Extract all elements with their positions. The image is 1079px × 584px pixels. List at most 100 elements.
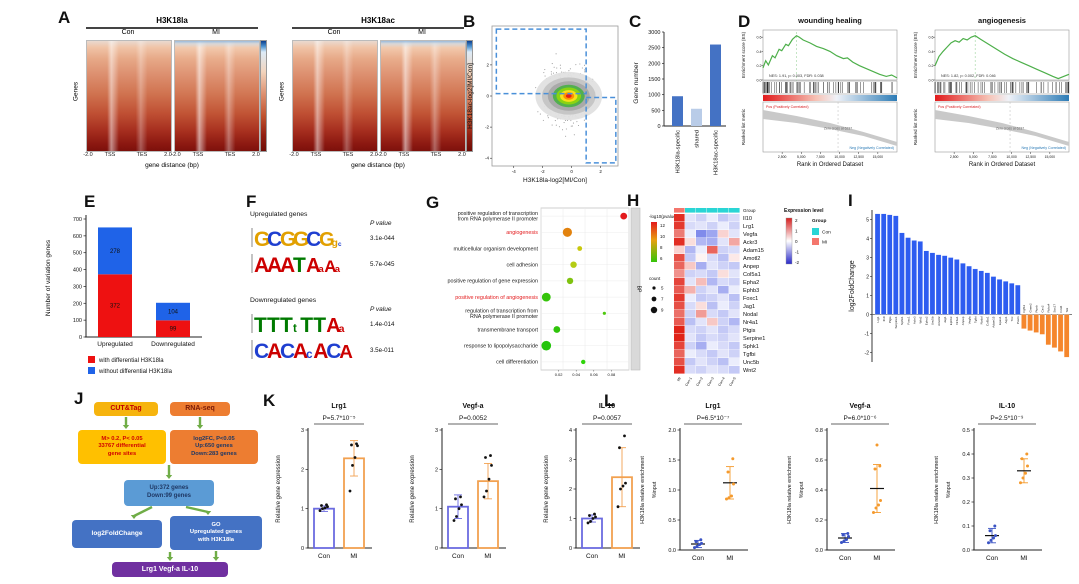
svg-text:NES: 1.91, p: 0.003, FDR: 0.03: NES: 1.91, p: 0.003, FDR: 0.038 [769,74,824,78]
svg-text:MI: MI [1020,555,1027,562]
panel-label-i: I [848,191,853,210]
svg-text:2000: 2000 [648,61,660,67]
svg-text:Ephb3: Ephb3 [949,316,953,325]
panel-j-flowchart: CUT&Tag RNA-seq M> 0.2, P< 0.05 33767 diffe… [58,396,268,580]
panel-a-chip-heatmaps: H3K18la Con -2.0 TSS TES 2.0 MI -2.0 TSS TES 2.0 Ge… [70,16,480,188]
panel-l-enrichment-dots: Lrg1 P=6.5*10⁻⁷ 0.0 0.5 1.0 1.5 2.0 Con MI H3K18l… [634,396,1076,582]
svg-text:H3K18la-log2[MI/Con]: H3K18la-log2[MI/Con] [523,177,587,184]
svg-text:Sox17: Sox17 [1053,304,1057,313]
svg-text:C: C [280,340,295,363]
svg-text:0.2: 0.2 [929,64,934,68]
svg-text:a: a [335,264,341,275]
svg-text:0.6: 0.6 [929,36,934,40]
svg-text:A: A [313,340,328,363]
svg-text:IL-10: IL-10 [599,403,615,410]
svg-text:c: c [306,349,313,361]
svg-text:3: 3 [435,428,438,434]
svg-text:without differential H3K18la: without differential H3K18la [98,369,173,375]
svg-text:1: 1 [569,517,572,523]
svg-text:A: A [254,254,269,277]
signal-heatmap-h3k18ac-con [292,40,378,152]
svg-text:H3K18la relative enrichment: H3K18la relative enrichment [787,456,793,524]
svg-text:T: T [293,254,306,277]
svg-text:6: 6 [660,256,663,261]
svg-text:Nr4a1: Nr4a1 [743,320,758,326]
svg-text:A: A [293,340,308,363]
svg-text:Unc5b: Unc5b [743,360,759,366]
svg-text:MI: MI [676,377,681,382]
svg-text:0.4: 0.4 [929,50,934,54]
svg-text:BP: BP [636,286,642,293]
svg-text:Con-2: Con-2 [696,377,704,387]
svg-text:positive regulation of angioge: positive regulation of angiogenesis [455,295,538,301]
svg-text:response to lipopolysaccharide: response to lipopolysaccharide [464,344,538,350]
svg-text:2: 2 [866,275,869,281]
svg-text:278: 278 [110,249,121,255]
svg-text:angiogenesis: angiogenesis [506,230,538,236]
svg-text:0.5: 0.5 [962,428,970,434]
flow-box-cuttag: CUT&Tag [94,402,158,416]
heatmap-column-label: MI [212,29,220,36]
svg-text:a: a [339,323,345,335]
heatmap-ylabel: Genes [72,81,80,102]
svg-text:99: 99 [170,327,177,333]
flow-box-rnares: log2FC, P<0.05 Up:650 genes Down:283 genes [170,430,258,464]
svg-text:1: 1 [795,229,798,234]
svg-text:4: 4 [866,237,869,243]
heatmap-xlabel: gene distance (bp) [351,162,405,169]
heatmap-column-label: Con [327,29,341,36]
svg-text:Il10: Il10 [882,316,886,321]
svg-text:Nodal: Nodal [743,312,758,318]
svg-text:Lrg1: Lrg1 [743,224,754,230]
svg-text:Anpep: Anpep [743,264,759,270]
svg-text:t: t [293,323,297,335]
svg-text:0: 0 [657,124,660,130]
svg-text:Vegfa: Vegfa [743,232,758,238]
svg-text:0.4: 0.4 [815,488,823,494]
svg-text:P=5.7*10⁻⁵: P=5.7*10⁻⁵ [322,415,355,422]
svg-text:Con: Con [318,553,330,560]
svg-text:MI: MI [350,553,357,560]
svg-text:-1: -1 [795,250,800,255]
svg-text:5,000: 5,000 [797,155,806,159]
svg-text:Gene number: Gene number [633,61,640,103]
svg-text:Postn: Postn [1016,316,1020,324]
svg-text:3: 3 [301,428,304,434]
svg-text:3: 3 [866,256,869,262]
panel-g-go-dotplot-svg: positive regulation of transcriptionfrom… [447,207,678,377]
svg-text:A: A [267,340,282,363]
svg-text:A: A [280,254,295,277]
svg-text:P=0.0057: P=0.0057 [593,415,621,422]
svg-text:0.02: 0.02 [555,372,564,377]
panel-h-gene-heatmap: MI Con-1 Con-2 Con-3 Con-4 Con-5 Group Il10 Lrg1… [666,200,848,392]
svg-text:Ephb3: Ephb3 [743,288,759,294]
svg-text:0: 0 [301,546,304,552]
svg-text:0: 0 [79,335,82,341]
svg-text:Neg (Negatively Correlated): Neg (Negatively Correlated) [849,146,894,150]
svg-text:MI: MI [873,555,880,562]
svg-text:MI: MI [726,555,733,562]
svg-text:Col5a1: Col5a1 [743,272,761,278]
svg-text:0.5: 0.5 [668,518,676,524]
svg-text:Tek: Tek [1065,307,1069,312]
svg-text:Zero cross at 6237: Zero cross at 6237 [996,127,1024,131]
svg-text:Group: Group [812,218,826,224]
svg-text:Jag1: Jag1 [943,316,947,323]
svg-text:2.0: 2.0 [668,428,676,434]
svg-text:10,000: 10,000 [834,155,844,159]
heatmap-column-label: Con [121,29,135,36]
svg-text:12,500: 12,500 [1026,155,1036,159]
panel-label-g: G [426,193,440,212]
svg-text:NES: 1.82, p: 0.002, FDR: 0.04: NES: 1.82, p: 0.002, FDR: 0.046 [941,74,996,78]
svg-text:log2FoldChange: log2FoldChange [849,260,856,311]
svg-text:0.0: 0.0 [668,548,676,554]
svg-text:Wnt2: Wnt2 [918,316,922,323]
svg-text:Ackr3: Ackr3 [743,240,757,246]
signal-heatmap-h3k18ac-mi [380,40,466,152]
svg-text:c: c [338,241,342,248]
svg-text:C: C [326,340,341,363]
svg-text:Nr4a1: Nr4a1 [955,316,959,325]
svg-text:Unc5b: Unc5b [931,316,935,325]
svg-text:2: 2 [795,218,798,223]
svg-text:C: C [306,228,321,251]
